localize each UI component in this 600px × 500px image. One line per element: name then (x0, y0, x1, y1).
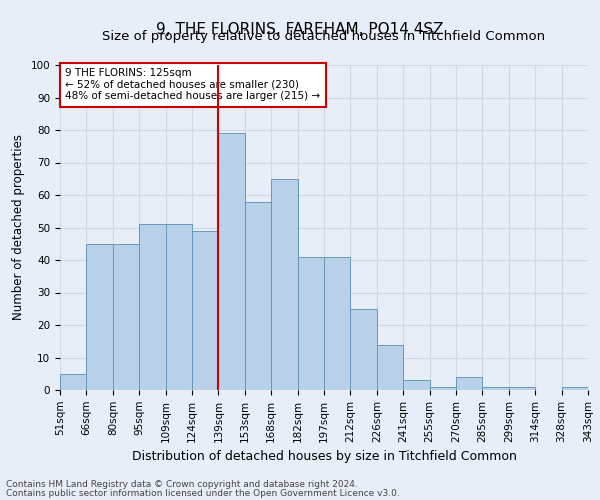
Bar (139, 224, 166, 390)
Bar (482, 387, 509, 390)
Text: Contains HM Land Registry data © Crown copyright and database right 2024.: Contains HM Land Registry data © Crown c… (6, 480, 358, 489)
Bar (166, 224, 192, 390)
Bar (86, 244, 113, 390)
Bar (350, 308, 377, 390)
Y-axis label: Number of detached properties: Number of detached properties (12, 134, 25, 320)
Bar (192, 231, 218, 390)
Bar (245, 202, 271, 390)
Text: 9 THE FLORINS: 125sqm
← 52% of detached houses are smaller (230)
48% of semi-det: 9 THE FLORINS: 125sqm ← 52% of detached … (65, 68, 320, 102)
Bar (324, 257, 350, 390)
Bar (377, 344, 403, 390)
Bar (430, 387, 456, 390)
Bar (403, 380, 430, 390)
Bar (113, 244, 139, 390)
Bar (298, 257, 324, 390)
Bar (271, 179, 298, 390)
X-axis label: Distribution of detached houses by size in Titchfield Common: Distribution of detached houses by size … (131, 450, 517, 463)
Bar (60, 374, 86, 390)
Title: Size of property relative to detached houses in Titchfield Common: Size of property relative to detached ho… (103, 30, 545, 43)
Text: 9, THE FLORINS, FAREHAM, PO14 4SZ: 9, THE FLORINS, FAREHAM, PO14 4SZ (156, 22, 444, 38)
Bar (456, 377, 482, 390)
Bar (509, 387, 535, 390)
Text: Contains public sector information licensed under the Open Government Licence v3: Contains public sector information licen… (6, 488, 400, 498)
Bar (562, 387, 588, 390)
Bar (218, 133, 245, 390)
